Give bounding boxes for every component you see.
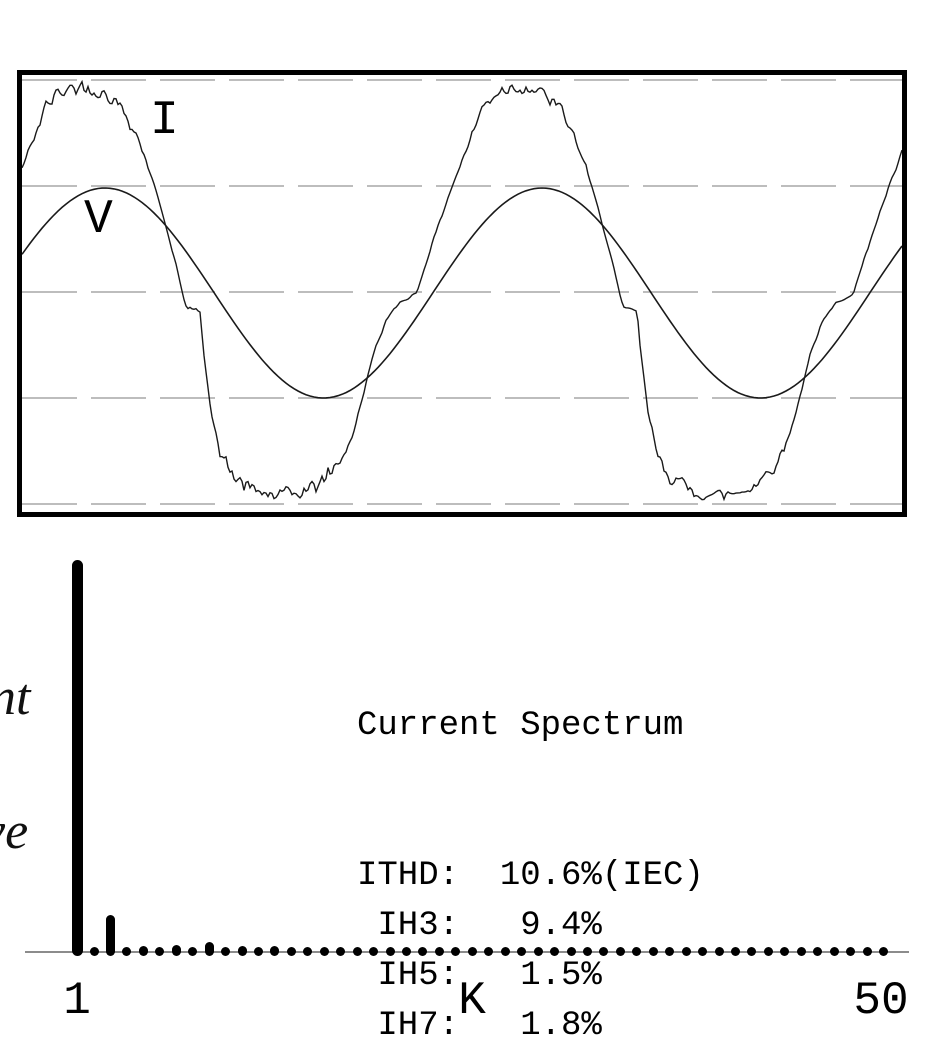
harmonic-stem-k29 (533, 947, 543, 956)
harmonic-stem-k18 (352, 947, 362, 956)
x-tick-last-harmonic: 50 (853, 975, 909, 1027)
waveform-plot (22, 79, 902, 505)
spectrum-stats-block: Current Spectrum ITHD: 10.6%(IEC) IH3: 9… (357, 601, 704, 1059)
harmonic-stem-k24 (451, 947, 461, 956)
harmonic-stem-k25 (467, 947, 477, 956)
voltage-trace-label: V (84, 193, 113, 247)
harmonic-stem-k39 (698, 947, 708, 956)
waveform-panel: I V (17, 70, 907, 517)
spectrum-baseline (25, 951, 909, 953)
harmonic-stat-ih7: IH7: 1.8% (357, 1007, 602, 1045)
harmonic-stem-k21 (402, 947, 411, 956)
harmonic-stem-k34 (615, 947, 625, 956)
x-axis-label: K (458, 975, 486, 1027)
cropped-left-text-ve: ve (0, 803, 29, 860)
harmonic-stem-k20 (385, 947, 395, 956)
harmonic-stat-ih3: IH3: 9.4% (357, 907, 602, 945)
harmonic-stem-k35 (632, 947, 642, 956)
harmonic-stem-k13 (270, 946, 280, 956)
harmonic-stem-k26 (484, 947, 494, 956)
harmonic-stem-k50 (879, 947, 888, 956)
harmonic-stem-k40 (714, 947, 724, 956)
harmonic-stat-ithd: ITHD: 10.6%(IEC) (357, 857, 704, 895)
harmonic-stem-k28 (517, 947, 527, 956)
harmonic-stem-k38 (681, 947, 691, 956)
harmonic-stem-k22 (418, 947, 428, 956)
harmonic-stem-k42 (747, 947, 757, 956)
harmonic-stem-k7 (171, 945, 181, 956)
harmonic-stem-k15 (303, 947, 313, 956)
harmonic-stem-k19 (369, 947, 379, 956)
harmonic-stem-k17 (336, 947, 346, 956)
spectrum-title: Current Spectrum (357, 707, 684, 745)
harmonic-stem-k48 (846, 947, 856, 956)
harmonic-stem-k44 (780, 947, 790, 956)
harmonic-stem-k27 (500, 947, 510, 956)
current-waveform (22, 79, 902, 502)
harmonic-stem-k9 (204, 942, 214, 956)
harmonic-stem-k10 (221, 947, 230, 956)
harmonic-stem-k3 (105, 915, 115, 956)
harmonic-stem-k11 (237, 946, 247, 956)
harmonic-stem-k23 (434, 947, 444, 956)
voltage-waveform (22, 187, 902, 399)
harmonic-stem-k37 (665, 947, 675, 956)
harmonic-stem-k1 (72, 560, 83, 956)
harmonic-stat-ih9: IH9: 2.6% (357, 1051, 704, 1059)
harmonic-stem-k36 (648, 947, 658, 956)
harmonic-stem-k45 (796, 947, 806, 956)
harmonic-stem-k16 (319, 947, 329, 956)
harmonic-stem-k8 (188, 947, 198, 956)
harmonic-stem-k49 (862, 947, 872, 956)
cropped-left-text-nt: nt (0, 669, 31, 726)
harmonic-stem-k14 (286, 947, 296, 956)
x-tick-first-harmonic: 1 (63, 975, 91, 1027)
harmonic-stat-ih5: IH5: 1.5% (357, 957, 602, 995)
harmonic-stem-k2 (89, 947, 99, 956)
harmonic-stem-k32 (583, 947, 592, 956)
harmonic-stem-k12 (253, 947, 263, 956)
harmonic-stem-k4 (122, 947, 132, 956)
harmonic-stem-k46 (813, 947, 823, 956)
harmonic-stem-k33 (599, 947, 609, 956)
harmonic-stem-k31 (566, 947, 576, 956)
current-trace-label: I (150, 94, 179, 148)
harmonic-stem-k6 (155, 947, 165, 956)
harmonic-stem-k43 (763, 947, 773, 956)
harmonic-stem-k5 (138, 946, 148, 956)
harmonic-stem-k47 (829, 947, 839, 956)
harmonic-stem-k41 (731, 947, 740, 956)
harmonic-stem-k30 (550, 947, 559, 956)
harmonic-stats: ITHD: 10.6%(IEC) IH3: 9.4% IH5: 1.5% IH7… (357, 851, 704, 1059)
